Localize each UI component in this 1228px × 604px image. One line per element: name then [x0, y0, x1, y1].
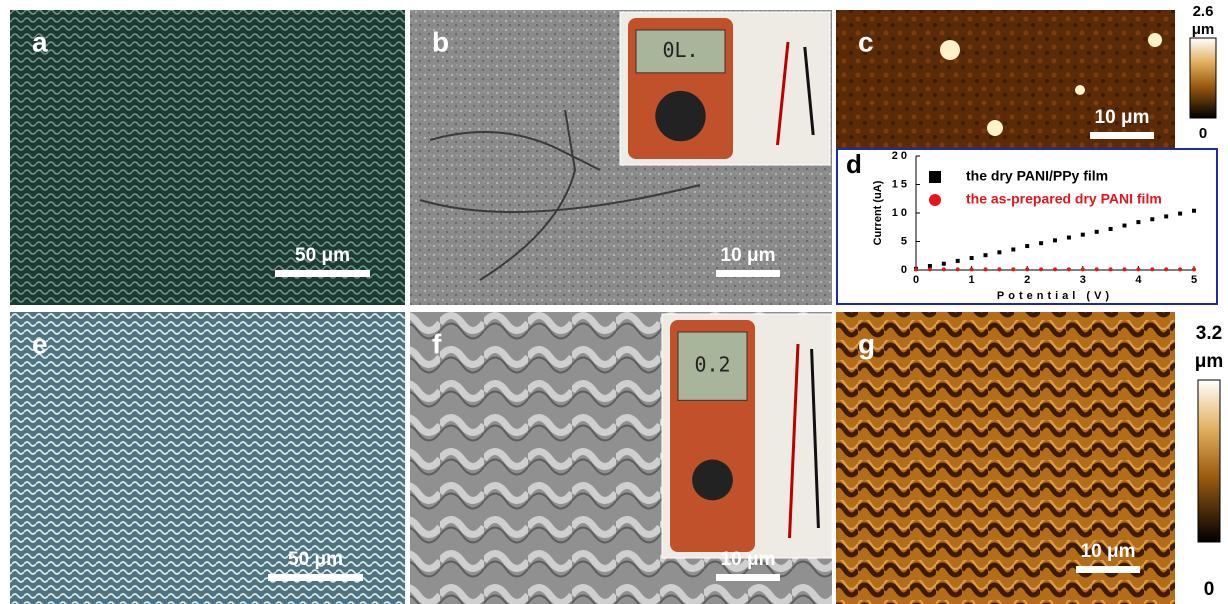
data-point	[1123, 224, 1127, 228]
y-tick-label: 20	[892, 150, 910, 162]
scale-bar	[275, 270, 370, 277]
scale-bar-label: 10 μm	[1081, 541, 1136, 562]
colorbar	[1198, 380, 1220, 542]
data-point	[956, 267, 960, 271]
data-point	[1053, 267, 1057, 271]
x-tick-label: 3	[1080, 274, 1086, 286]
panel-label: e	[32, 328, 48, 359]
data-point	[928, 267, 932, 271]
data-point	[1011, 267, 1015, 271]
data-point	[1109, 227, 1113, 231]
data-point	[1150, 217, 1154, 221]
data-point	[1095, 267, 1099, 271]
data-point	[942, 267, 946, 271]
data-point	[956, 259, 960, 263]
data-point	[984, 267, 988, 271]
afm-peak	[940, 40, 960, 60]
colorbar-max: 2.6	[1193, 3, 1214, 20]
colorbar-max: 3.2	[1196, 323, 1222, 344]
multimeter-dial	[692, 460, 733, 501]
data-point	[1039, 241, 1043, 245]
panel-label: d	[846, 149, 862, 179]
scale-bar-label: 50 μm	[288, 549, 343, 570]
data-point	[1178, 267, 1182, 271]
x-tick-label: 1	[969, 274, 975, 286]
data-point	[970, 256, 974, 260]
legend-marker	[929, 171, 941, 183]
y-tick-label: 0	[901, 264, 910, 276]
data-point	[942, 262, 946, 266]
data-point	[1192, 209, 1196, 213]
panel-label: g	[858, 328, 875, 359]
data-point	[1081, 267, 1085, 271]
inset-display: 0.2	[694, 353, 730, 377]
data-point	[1081, 233, 1085, 237]
data-point	[1109, 267, 1113, 271]
data-point	[1150, 267, 1154, 271]
colorbar-unit: μm	[1192, 21, 1215, 38]
data-point	[1164, 214, 1168, 218]
afm-peak	[987, 120, 1003, 136]
panel-label: b	[432, 26, 449, 57]
x-axis-label: Potential (V)	[997, 290, 1113, 302]
colorbar-min: 0	[1204, 579, 1215, 600]
x-tick-label: 4	[1135, 274, 1142, 286]
scale-bar-label: 50 μm	[295, 245, 350, 266]
data-point	[970, 267, 974, 271]
y-tick-label: 15	[892, 178, 910, 190]
scale-bar	[1090, 132, 1154, 139]
afm-peak	[1148, 33, 1162, 47]
x-tick-label: 0	[913, 274, 919, 286]
scale-bar	[716, 574, 780, 581]
legend-label: the as-prepared dry PANI film	[966, 191, 1162, 207]
panel-label: a	[32, 26, 48, 57]
inset-display: 0L.	[662, 38, 698, 62]
data-point	[997, 267, 1001, 271]
data-point	[1095, 230, 1099, 234]
colorbar	[1190, 38, 1216, 118]
legend-marker	[929, 194, 941, 206]
data-point	[1025, 244, 1029, 248]
data-point	[1136, 267, 1140, 271]
data-point	[1053, 238, 1057, 242]
panel-label: f	[432, 328, 442, 359]
data-point	[1178, 212, 1182, 216]
data-point	[914, 267, 918, 271]
scale-bar-label: 10 μm	[721, 549, 776, 570]
data-point	[1123, 267, 1127, 271]
panel-label: c	[858, 26, 874, 57]
data-point	[1192, 267, 1196, 271]
scale-bar	[1076, 566, 1140, 573]
colorbar-unit: μm	[1195, 351, 1224, 372]
x-tick-label: 5	[1191, 274, 1197, 286]
data-point	[1067, 236, 1071, 240]
figure: 50 μma0L.10 μmb10 μmc2.6μm0d051015200123…	[0, 0, 1228, 604]
data-point	[1067, 267, 1071, 271]
legend-label: the dry PANI/PPy film	[966, 168, 1108, 184]
data-point	[1164, 267, 1168, 271]
data-point	[1011, 247, 1015, 251]
data-point	[928, 264, 932, 268]
y-tick-label: 10	[892, 207, 910, 219]
data-point	[984, 253, 988, 257]
data-point	[997, 250, 1001, 254]
multimeter-dial	[655, 91, 705, 141]
scale-bar	[268, 574, 363, 581]
y-axis-label: Current (uA)	[872, 180, 884, 245]
afm-peak	[1075, 85, 1085, 95]
data-point	[1136, 220, 1140, 224]
data-point	[1025, 267, 1029, 271]
x-tick-label: 2	[1024, 274, 1030, 286]
y-tick-label: 5	[901, 235, 910, 247]
micrograph	[10, 312, 405, 604]
scale-bar	[716, 270, 780, 277]
scale-bar-label: 10 μm	[1095, 107, 1150, 128]
data-point	[1039, 267, 1043, 271]
scale-bar-label: 10 μm	[721, 245, 776, 266]
colorbar-min: 0	[1199, 125, 1207, 142]
